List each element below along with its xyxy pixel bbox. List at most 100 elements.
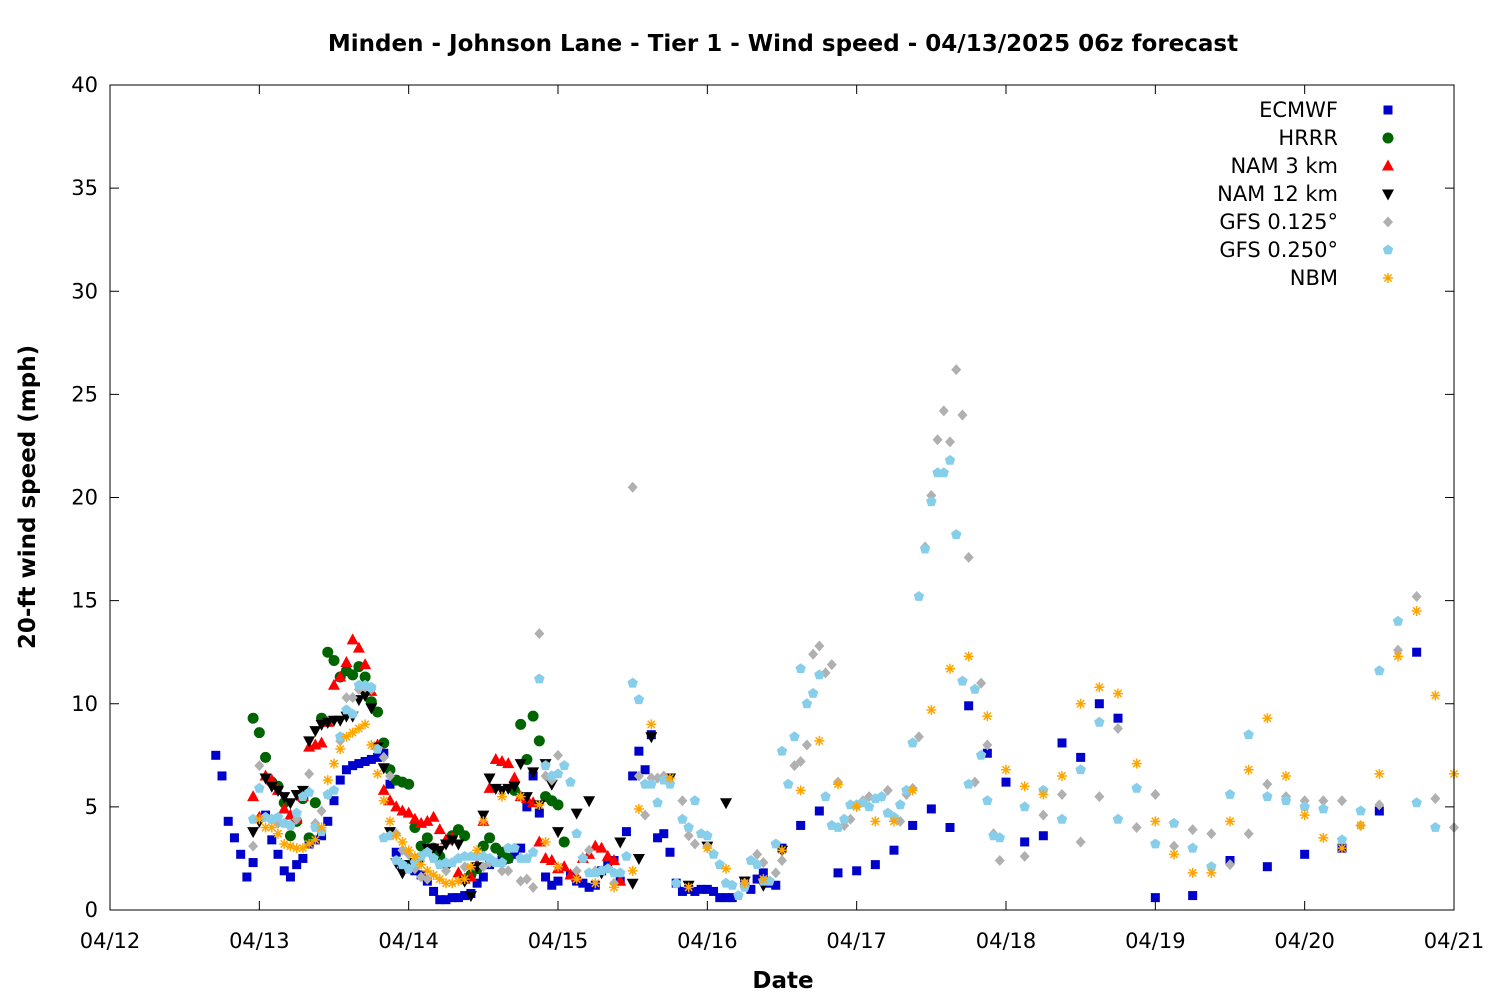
- data-point-gfs-0-250: [1430, 822, 1441, 832]
- data-point-ecmwf: [534, 808, 544, 818]
- data-point-ecmwf: [547, 880, 557, 890]
- data-point-ecmwf: [1300, 849, 1310, 859]
- data-point-gfs-0-125: [932, 434, 943, 446]
- data-point-gfs-0-250: [863, 801, 875, 812]
- data-point-gfs-0-125: [951, 364, 962, 376]
- data-point-nbm: [465, 861, 476, 872]
- data-point-nam-12-km: [452, 839, 465, 851]
- legend-label-nam-3-km: NAM 3 km: [1230, 154, 1338, 178]
- data-point-ecmwf: [1057, 738, 1067, 748]
- data-point-ecmwf: [621, 827, 631, 837]
- data-point-nam-12-km: [645, 732, 658, 744]
- data-point-gfs-0-250: [254, 782, 265, 793]
- data-point-nbm: [291, 843, 302, 854]
- data-point-nam-3-km: [601, 849, 614, 861]
- data-point-ecmwf: [553, 876, 563, 886]
- data-point-nam-3-km: [508, 771, 521, 783]
- data-point-ecmwf: [1374, 806, 1384, 816]
- data-point-gfs-0-125: [963, 551, 974, 563]
- data-point-gfs-0-125: [528, 881, 539, 893]
- data-point-hrrr: [527, 710, 539, 722]
- data-point-ecmwf: [522, 802, 532, 812]
- data-point-hrrr: [347, 669, 359, 681]
- y-axis-label: 20-ft wind speed (mph): [15, 345, 41, 649]
- data-point-nbm: [515, 791, 526, 802]
- data-point-gfs-0-250: [291, 807, 302, 818]
- data-point-gfs-0-250: [789, 731, 800, 742]
- data-point-gfs-0-250: [814, 669, 825, 680]
- data-point-ecmwf: [982, 748, 992, 758]
- x-tick-label: 04/18: [976, 929, 1037, 953]
- data-point-gfs-0-250: [982, 795, 993, 806]
- data-point-nbm: [1393, 651, 1403, 662]
- data-point-gfs-0-250: [770, 838, 781, 849]
- data-point-ecmwf: [273, 849, 283, 859]
- data-point-gfs-0-125: [1206, 828, 1217, 840]
- data-point-gfs-0-125: [378, 751, 389, 763]
- data-point-hrrr: [253, 727, 265, 739]
- data-point-nbm: [945, 663, 955, 674]
- data-point-gfs-0-250: [1318, 803, 1329, 814]
- data-point-gfs-0-250: [1019, 801, 1030, 812]
- data-point-nam-12-km: [483, 773, 496, 785]
- y-tick-label: 35: [71, 176, 98, 200]
- data-point-nbm: [702, 843, 713, 854]
- data-point-gfs-0-125: [347, 692, 358, 704]
- data-point-nbm: [297, 843, 308, 854]
- data-point-gfs-0-250: [328, 784, 340, 795]
- data-point-hrrr: [558, 836, 570, 848]
- data-point-nbm: [260, 822, 271, 833]
- data-point-nam-12-km: [259, 773, 272, 785]
- y-tick-label: 40: [71, 73, 98, 97]
- data-point-gfs-0-250: [714, 859, 725, 870]
- data-point-ecmwf: [870, 860, 880, 870]
- data-point-gfs-0-125: [1131, 822, 1142, 833]
- data-point-gfs-0-125: [683, 830, 694, 842]
- chart-title: Minden - Johnson Lane - Tier 1 - Wind sp…: [328, 31, 1238, 57]
- data-point-ecmwf: [1001, 777, 1011, 787]
- data-point-ecmwf: [472, 878, 482, 888]
- data-point-ecmwf: [447, 893, 457, 903]
- data-point-nam-3-km: [328, 678, 340, 690]
- data-point-nbm: [372, 768, 383, 779]
- data-point-ecmwf: [329, 796, 339, 806]
- data-point-nam-12-km: [303, 736, 316, 748]
- data-point-gfs-0-250: [615, 867, 626, 878]
- data-point-ecmwf: [1113, 713, 1123, 723]
- data-point-gfs-0-250: [347, 708, 358, 719]
- data-point-nbm: [1243, 764, 1254, 775]
- legend-label-gfs-0-125: GFS 0.125°: [1219, 210, 1338, 234]
- data-point-ecmwf: [908, 820, 918, 830]
- data-point-gfs-0-125: [1411, 591, 1422, 602]
- x-tick-label: 04/20: [1274, 929, 1335, 953]
- data-point-gfs-0-250: [534, 673, 545, 684]
- data-point-nam-3-km: [352, 641, 365, 653]
- data-point-nbm: [1355, 820, 1366, 831]
- data-point-nbm: [1430, 690, 1441, 701]
- data-point-gfs-0-125: [770, 867, 781, 879]
- data-point-nam-12-km: [440, 839, 452, 851]
- data-point-gfs-0-250: [428, 852, 439, 863]
- data-point-gfs-0-250: [677, 813, 688, 824]
- data-point-gfs-0-125: [795, 756, 806, 767]
- data-point-gfs-0-125: [1057, 789, 1067, 800]
- data-point-gfs-0-125: [808, 648, 819, 660]
- data-point-nbm: [1001, 764, 1011, 775]
- data-point-gfs-0-250: [1224, 789, 1236, 799]
- data-point-ecmwf: [429, 886, 439, 896]
- data-point-nam-12-km: [464, 891, 477, 903]
- data-point-ecmwf: [460, 891, 470, 901]
- data-point-nbm: [285, 841, 296, 852]
- data-point-ecmwf: [292, 860, 302, 870]
- data-point-gfs-0-125: [976, 677, 987, 689]
- data-point-nbm: [254, 814, 265, 825]
- data-point-nbm: [316, 822, 327, 833]
- data-point-gfs-0-250: [1150, 838, 1161, 849]
- data-point-nam-3-km: [502, 757, 515, 769]
- data-point-ecmwf: [1038, 831, 1048, 841]
- data-point-nam-12-km: [570, 808, 583, 820]
- data-point-gfs-0-125: [521, 873, 532, 885]
- data-point-ecmwf: [702, 884, 712, 894]
- data-point-gfs-0-250: [496, 857, 508, 867]
- data-point-gfs-0-125: [304, 768, 315, 780]
